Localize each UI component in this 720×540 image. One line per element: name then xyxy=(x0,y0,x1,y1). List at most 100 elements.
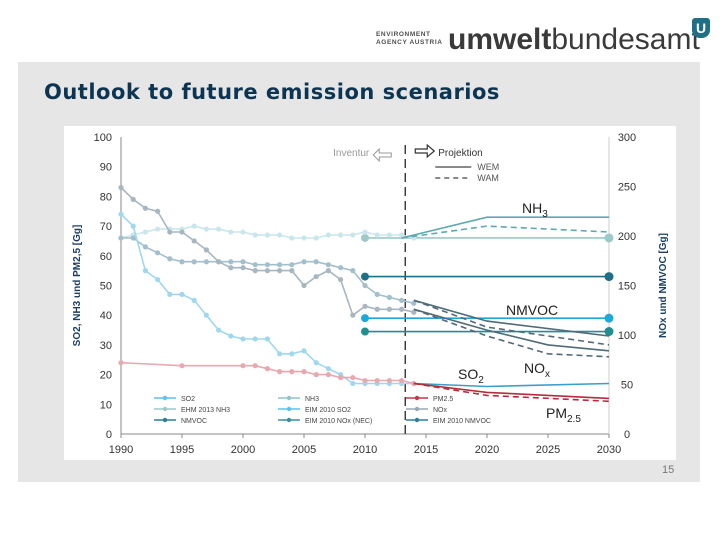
so2_wem-series-line xyxy=(413,382,610,388)
nh3_hist-point xyxy=(203,226,209,232)
nh3_hist-point xyxy=(191,223,197,229)
legend-label: NOx xyxy=(433,407,448,414)
so2_hist-point xyxy=(301,348,307,354)
nh3_hist-point xyxy=(313,235,319,241)
nox_hist-point xyxy=(411,309,417,315)
y-right-tick-label: 200 xyxy=(618,231,636,243)
pm_wem-series-line xyxy=(413,382,610,400)
nox_hist-point xyxy=(264,268,270,274)
y-left-tick-label: 90 xyxy=(100,162,112,174)
nmvoc_hist-point xyxy=(386,294,392,300)
legend-swatch-marker xyxy=(414,395,420,401)
nmvoc_hist-point xyxy=(313,259,319,265)
pm_hist-point xyxy=(301,369,307,375)
nmvoc_target-end-marker xyxy=(604,327,614,337)
legend-label: EIM 2010 SO2 xyxy=(305,407,351,414)
emissions-chart: 0102030405060708090100050100150200250300… xyxy=(72,132,669,456)
pm-annotation-subscript: 2.5 xyxy=(567,414,581,425)
nox_hist-point xyxy=(313,273,319,280)
legend-label: EHM 2013 NH3 xyxy=(181,407,230,414)
so2_hist-point xyxy=(289,351,295,357)
pm_hist-point xyxy=(252,363,258,369)
nox_hist-point xyxy=(325,268,331,274)
nmvoc_hist-point xyxy=(301,259,307,265)
nh3_target-end-marker xyxy=(604,233,614,243)
nmvoc_hist-point xyxy=(118,235,124,241)
nh3_hist-point xyxy=(350,232,356,238)
pm_hist-point xyxy=(350,374,356,381)
y-left-tick-label: 50 xyxy=(100,281,112,293)
legend-swatch-marker xyxy=(414,406,420,412)
wem-legend-label: WEM xyxy=(477,162,499,172)
x-tick-label: 2000 xyxy=(231,444,255,456)
so2_target-start-marker xyxy=(361,314,369,323)
inventory-arrow-icon xyxy=(372,147,392,163)
x-tick-label: 2015 xyxy=(414,444,438,456)
nmvoc_hist-point xyxy=(325,262,331,268)
nox_hist-point xyxy=(179,229,185,235)
x-tick-label: 2025 xyxy=(536,444,560,456)
legend-swatch-marker xyxy=(286,417,292,423)
nmvoc_hist-point xyxy=(167,256,173,262)
wam-legend-label: WAM xyxy=(477,173,499,183)
pm_hist-point xyxy=(386,377,392,384)
nh3_hist-point xyxy=(289,235,295,241)
so2_hist-point xyxy=(167,291,173,298)
nh3_target-start-marker xyxy=(361,233,369,242)
nox_wam-series-line xyxy=(413,308,610,358)
y-right-tick-label: 100 xyxy=(618,330,636,342)
pm_hist-point xyxy=(240,363,246,369)
nmvoc_hist-point xyxy=(264,262,270,268)
pm_hist-point xyxy=(313,372,319,378)
nox_nec_target-end-marker xyxy=(604,272,614,282)
pm_hist-point xyxy=(118,360,124,366)
so2_hist-point xyxy=(155,276,161,283)
nmvoc_hist-point xyxy=(240,259,246,265)
so2_hist-point xyxy=(313,360,319,366)
so2_hist-point xyxy=(350,380,356,387)
nh3_wem-series-line xyxy=(401,216,609,239)
pm_hist-series-line xyxy=(120,361,414,385)
nmvoc_hist-point xyxy=(142,244,148,250)
nmvoc_hist-point xyxy=(399,297,405,303)
legend-swatch-marker xyxy=(286,406,292,412)
legend-swatch-marker xyxy=(162,406,168,412)
pm_wam-series-line xyxy=(413,382,610,403)
legend-label: NMVOC xyxy=(181,418,207,425)
legend-swatch-marker xyxy=(162,417,168,423)
logo-org-text: ENVIRONMENT AGENCY AUSTRIA xyxy=(376,31,443,47)
y-right-tick-label: 50 xyxy=(621,380,633,392)
nmvoc_hist-point xyxy=(411,300,417,306)
nh3_hist-point xyxy=(228,229,234,235)
nox-annotation-subscript: x xyxy=(545,369,550,380)
x-tick-label: 2005 xyxy=(292,444,316,456)
nox_hist-point xyxy=(350,312,356,318)
y-left-tick-label: 0 xyxy=(106,429,112,441)
nox_hist-point xyxy=(277,268,283,274)
nox_hist-point xyxy=(167,229,173,235)
nox_hist-point xyxy=(118,184,124,191)
nox_hist-point xyxy=(142,205,148,211)
y-left-tick-label: 70 xyxy=(100,221,112,233)
nox_hist-point xyxy=(338,276,344,283)
so2_hist-series-line xyxy=(120,213,414,385)
nmvoc-annotation: NMVOC xyxy=(506,302,558,318)
legend-label: PM2.5 xyxy=(433,396,453,403)
pm-annotation: PM2.5 xyxy=(546,405,581,425)
nh3_hist-point xyxy=(252,232,258,238)
pm_hist-point xyxy=(179,363,185,369)
so2_hist-point xyxy=(130,223,136,229)
page-number: 15 xyxy=(662,464,675,476)
pm_hist-point xyxy=(362,377,368,384)
nox_hist-point xyxy=(240,265,246,271)
x-tick-label: 2010 xyxy=(353,444,377,456)
y-left-tick-label: 80 xyxy=(100,191,112,203)
nox_hist-point xyxy=(155,208,161,214)
nmvoc_hist-point xyxy=(374,291,380,298)
y-right-tick-label: 300 xyxy=(618,132,636,144)
pm_hist-point xyxy=(277,369,283,375)
nox_hist-point xyxy=(289,268,295,274)
slide-title: Outlook to future emission scenarios xyxy=(44,80,500,104)
so2_hist-point xyxy=(277,351,283,357)
nmvoc_hist-point xyxy=(362,282,368,289)
